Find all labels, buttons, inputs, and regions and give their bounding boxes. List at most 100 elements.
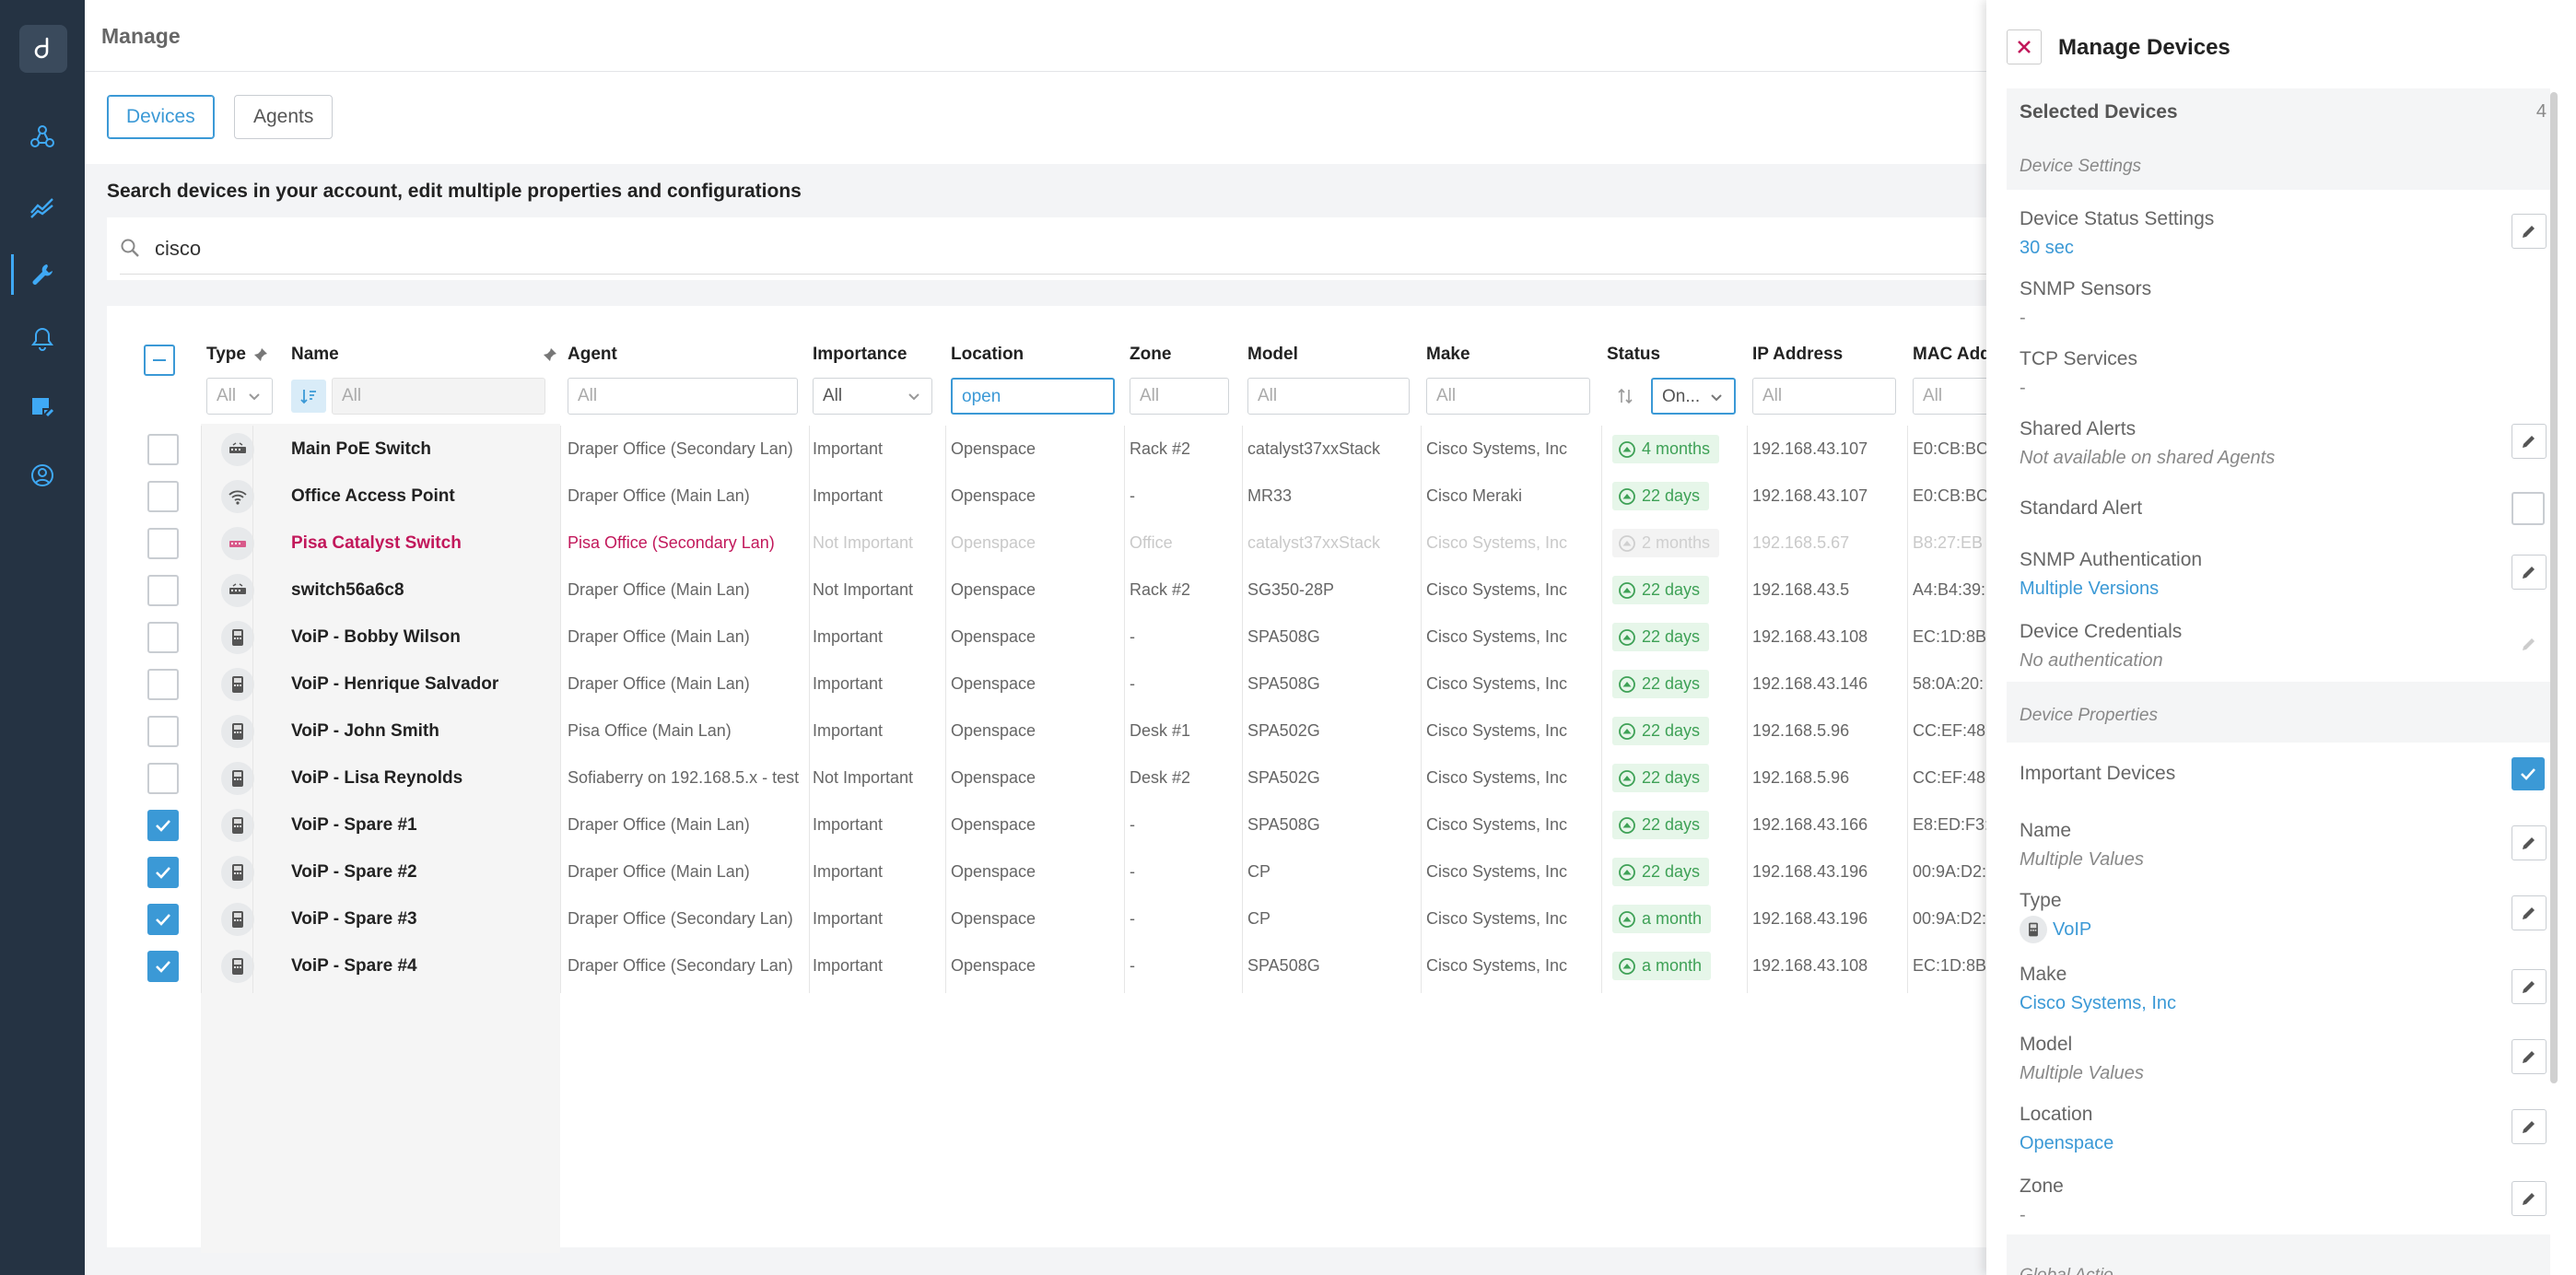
row-checkbox[interactable] bbox=[147, 575, 179, 606]
row-checkbox[interactable] bbox=[147, 716, 179, 747]
col-header-type[interactable]: Type bbox=[206, 345, 246, 364]
edit-button[interactable] bbox=[2512, 825, 2547, 860]
standard-alert-checkbox[interactable] bbox=[2512, 492, 2545, 525]
row-checkbox[interactable] bbox=[147, 669, 179, 700]
col-header-location[interactable]: Location bbox=[951, 345, 1025, 364]
row-checkbox[interactable] bbox=[147, 951, 179, 982]
pin-icon[interactable] bbox=[252, 346, 269, 363]
edit-button[interactable] bbox=[2512, 1039, 2547, 1074]
table-row[interactable]: VoiP - John Smith Pisa Office (Main Lan) I… bbox=[107, 708, 2115, 754]
cell-zone: - bbox=[1130, 862, 1135, 881]
filter-ip-input[interactable]: All bbox=[1752, 378, 1896, 415]
table-row[interactable]: VoiP - Spare #4 Draper Office (Secondary … bbox=[107, 942, 2115, 989]
drawer-scrollbar[interactable] bbox=[2550, 92, 2558, 1083]
table-row[interactable]: Main PoE Switch Draper Office (Secondary … bbox=[107, 426, 2115, 473]
cell-name[interactable]: VoiP - John Smith bbox=[291, 721, 439, 741]
search-input[interactable] bbox=[155, 230, 1997, 267]
tab-agents[interactable]: Agents bbox=[234, 95, 334, 139]
row-checkbox[interactable] bbox=[147, 763, 179, 794]
cell-name[interactable]: VoiP - Henrique Salvador bbox=[291, 674, 499, 694]
nav-tickets[interactable] bbox=[0, 381, 85, 433]
nav-alerts[interactable] bbox=[0, 313, 85, 365]
col-header-ip[interactable]: IP Address bbox=[1752, 345, 1844, 364]
cell-zone: Desk #1 bbox=[1130, 721, 1191, 740]
table-row[interactable]: VoiP - Henrique Salvador Draper Office (M… bbox=[107, 661, 2115, 708]
cell-name[interactable]: VoiP - Spare #3 bbox=[291, 909, 417, 929]
tab-devices[interactable]: Devices bbox=[107, 95, 215, 139]
close-drawer-button[interactable] bbox=[2007, 29, 2042, 64]
cell-name[interactable]: VoiP - Spare #1 bbox=[291, 815, 417, 835]
filter-location-input[interactable]: open bbox=[951, 378, 1115, 415]
property-value[interactable]: 30 sec bbox=[2020, 238, 2074, 258]
edit-button[interactable] bbox=[2512, 1109, 2547, 1144]
important-devices-checkbox[interactable] bbox=[2512, 757, 2545, 790]
status-up-icon bbox=[1619, 816, 1635, 834]
col-header-make[interactable]: Make bbox=[1426, 345, 1470, 364]
property-value[interactable]: VoIP bbox=[2020, 916, 2091, 943]
status-badge: 22 days bbox=[1612, 670, 1710, 698]
col-header-zone[interactable]: Zone bbox=[1130, 345, 1172, 364]
filter-model-input[interactable]: All bbox=[1247, 378, 1410, 415]
filter-status-select[interactable]: On... bbox=[1651, 378, 1736, 415]
table-row[interactable]: VoiP - Lisa Reynolds Sofiaberry on 192.16… bbox=[107, 754, 2115, 801]
cell-name[interactable]: switch56a6c8 bbox=[291, 580, 404, 600]
row-checkbox[interactable] bbox=[147, 481, 179, 512]
col-header-model[interactable]: Model bbox=[1247, 345, 1298, 364]
filter-make-input[interactable]: All bbox=[1426, 378, 1590, 415]
cell-name[interactable]: Office Access Point bbox=[291, 486, 455, 506]
col-header-mac[interactable]: MAC Add bbox=[1913, 345, 1991, 364]
cell-name[interactable]: Pisa Catalyst Switch bbox=[291, 533, 462, 553]
pin-icon[interactable] bbox=[542, 346, 558, 363]
table-row[interactable]: VoiP - Spare #3 Draper Office (Secondary … bbox=[107, 895, 2115, 942]
sort-icon[interactable] bbox=[1616, 387, 1634, 405]
row-checkbox[interactable] bbox=[147, 857, 179, 888]
cell-name[interactable]: VoiP - Bobby Wilson bbox=[291, 627, 461, 647]
nav-topology[interactable] bbox=[0, 111, 85, 162]
nav-metrics[interactable] bbox=[0, 181, 85, 232]
cell-name[interactable]: VoiP - Spare #4 bbox=[291, 956, 417, 976]
sort-name-button[interactable] bbox=[291, 380, 326, 413]
left-nav bbox=[0, 0, 85, 1275]
edit-button[interactable] bbox=[2512, 895, 2547, 930]
edit-button[interactable] bbox=[2512, 555, 2547, 590]
row-checkbox[interactable] bbox=[147, 810, 179, 841]
property-value[interactable]: Multiple Versions bbox=[2020, 579, 2160, 599]
col-header-name[interactable]: Name bbox=[291, 345, 339, 364]
table-row[interactable]: VoiP - Spare #1 Draper Office (Main Lan) I… bbox=[107, 801, 2115, 848]
property-value[interactable]: Cisco Systems, Inc bbox=[2020, 993, 2177, 1013]
voip-phone-icon bbox=[232, 629, 243, 646]
nav-account[interactable] bbox=[0, 450, 85, 501]
property-value: No authentication bbox=[2020, 650, 2163, 671]
filter-importance-select[interactable]: All bbox=[813, 378, 932, 415]
table-row[interactable]: VoiP - Spare #2 Draper Office (Main Lan) I… bbox=[107, 848, 2115, 895]
row-checkbox[interactable] bbox=[147, 622, 179, 653]
pencil-icon bbox=[2523, 226, 2535, 238]
col-header-status[interactable]: Status bbox=[1607, 345, 1661, 364]
edit-button[interactable] bbox=[2512, 424, 2547, 459]
col-header-importance[interactable]: Importance bbox=[813, 345, 907, 364]
filter-agent-input[interactable]: All bbox=[568, 378, 798, 415]
search-icon bbox=[121, 239, 139, 257]
table-row[interactable]: VoiP - Bobby Wilson Draper Office (Main L… bbox=[107, 614, 2115, 661]
row-checkbox[interactable] bbox=[147, 904, 179, 935]
cell-name[interactable]: VoiP - Spare #2 bbox=[291, 862, 417, 882]
property-value[interactable]: Openspace bbox=[2020, 1133, 2114, 1153]
edit-button[interactable] bbox=[2512, 214, 2547, 249]
select-all-checkbox[interactable] bbox=[144, 345, 175, 376]
table-row[interactable]: Pisa Catalyst Switch Pisa Office (Seconda… bbox=[107, 520, 2115, 567]
cell-name[interactable]: Main PoE Switch bbox=[291, 439, 432, 459]
table-row[interactable]: Office Access Point Draper Office (Main L… bbox=[107, 473, 2115, 520]
row-checkbox[interactable] bbox=[147, 528, 179, 559]
row-checkbox[interactable] bbox=[147, 434, 179, 465]
nav-manage[interactable] bbox=[0, 249, 85, 300]
edit-button[interactable] bbox=[2512, 969, 2547, 1004]
chart-icon bbox=[30, 198, 53, 218]
filter-zone-input[interactable]: All bbox=[1130, 378, 1229, 415]
domotz-logo[interactable] bbox=[19, 25, 67, 73]
edit-button[interactable] bbox=[2512, 1181, 2547, 1216]
filter-type-select[interactable]: All bbox=[206, 378, 273, 415]
table-row[interactable]: switch56a6c8 Draper Office (Main Lan) Not … bbox=[107, 567, 2115, 614]
cell-name[interactable]: VoiP - Lisa Reynolds bbox=[291, 768, 463, 788]
filter-name-input[interactable]: All bbox=[332, 378, 545, 415]
col-header-agent[interactable]: Agent bbox=[568, 345, 617, 364]
